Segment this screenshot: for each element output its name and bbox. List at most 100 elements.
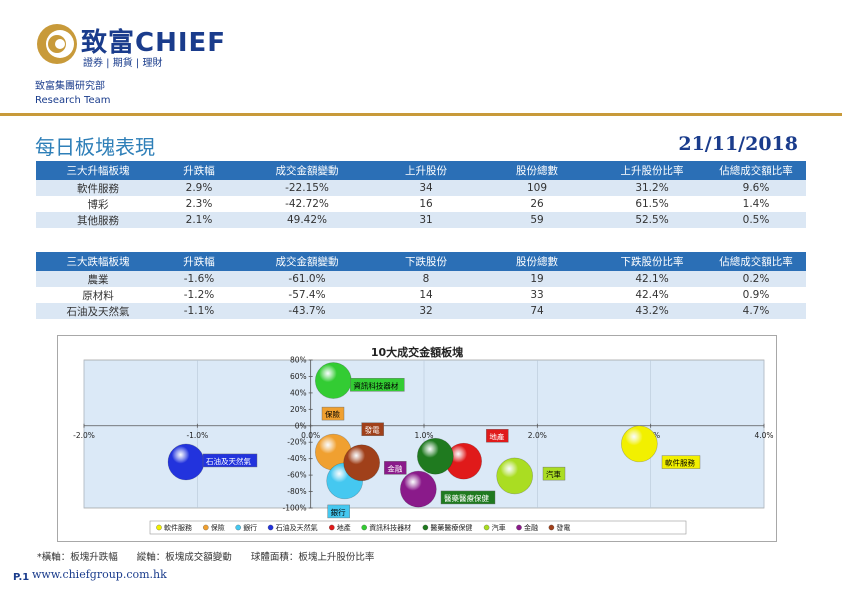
table-cell: 2.9%: [160, 180, 238, 196]
point-label: 軟件服務: [665, 458, 695, 468]
table-cell: 原材料: [36, 287, 160, 303]
bubble-point: [621, 425, 658, 463]
footnote-bubble-size: 球體面積：板塊上升股份比率: [250, 552, 375, 563]
x-tick-label: -2.0%: [73, 431, 95, 440]
y-tick-label: -60%: [287, 471, 306, 480]
table-row: 軟件服務 2.9% -22.15% 34 109 31.2% 9.6%: [36, 180, 806, 196]
brand-logo: 致富CHIEF 證券 | 期貨 | 理財: [35, 22, 255, 69]
point-label-box: [542, 466, 566, 481]
table-cell: 49.42%: [238, 212, 376, 228]
table-cell: 19: [476, 271, 598, 287]
column-header: 股份總數: [476, 252, 598, 271]
table-cell: 0.2%: [706, 271, 806, 287]
table-cell: 14: [376, 287, 476, 303]
table-cell: 31.2%: [598, 180, 706, 196]
bubble-chart: 10大成交金額板塊 -2.0%-1.0%0.0%1.0%2.0%3.0%4.0%…: [57, 335, 777, 542]
point-label-box: [661, 455, 701, 469]
y-tick-label: -80%: [287, 487, 306, 496]
table-cell: 0.5%: [706, 212, 806, 228]
point-label: 金融: [387, 463, 402, 473]
department-english: Research Team: [35, 95, 111, 106]
legend-swatch: [329, 524, 335, 531]
table-cell: 16: [376, 196, 476, 212]
legend-swatch: [361, 524, 367, 531]
bubble-chart-svg: 10大成交金額板塊 -2.0%-1.0%0.0%1.0%2.0%3.0%4.0%…: [73, 345, 774, 535]
table-cell: 農業: [36, 271, 160, 287]
column-header: 上升股份: [376, 161, 476, 180]
legend-entry: 軟件服務: [164, 523, 192, 532]
table-cell: 42.4%: [598, 287, 706, 303]
y-tick-label: 0%: [295, 421, 307, 430]
table-cell: 61.5%: [598, 196, 706, 212]
table-cell: 33: [476, 287, 598, 303]
legend-swatch: [483, 524, 490, 531]
chart-title: 10大成交金額板塊: [371, 345, 463, 359]
x-tick-label: 4.0%: [754, 431, 773, 440]
header-divider: [0, 113, 842, 116]
y-tick-label: 80%: [290, 356, 307, 365]
point-label-box: [321, 406, 345, 421]
column-header: 股份總數: [476, 161, 598, 180]
top-losers-table: 三大跌幅板塊 升跌幅 成交金額變動 下跌股份 股份總數 下跌股份比率 佔總成交額…: [36, 252, 806, 319]
bubble-point: [315, 362, 352, 399]
table-cell: -1.1%: [160, 303, 238, 319]
column-header: 佔總成交額比率: [706, 161, 806, 180]
table-row: 博彩 2.3% -42.72% 16 26 61.5% 1.4%: [36, 196, 806, 212]
table-cell: -57.4%: [238, 287, 376, 303]
point-label: 醫藥醫療保健: [444, 493, 489, 503]
column-header: 下跌股份: [376, 252, 476, 271]
legend-box: [149, 520, 687, 535]
legend-swatch: [548, 524, 555, 531]
table-cell: 43.2%: [598, 303, 706, 319]
legend-entry: 汽車: [492, 523, 506, 532]
logo-swirl-icon: [37, 24, 77, 64]
table-cell: 52.5%: [598, 212, 706, 228]
legend-entry: 石油及天然氣: [276, 523, 318, 532]
table-cell: 博彩: [36, 196, 160, 212]
y-tick-label: 60%: [290, 372, 307, 381]
report-date: 21/11/2018: [678, 133, 798, 155]
x-tick-label: 2.0%: [528, 431, 547, 440]
column-header: 成交金額變動: [238, 252, 376, 271]
table-cell: -1.2%: [160, 287, 238, 303]
table-cell: 59: [476, 212, 598, 228]
table-cell: 109: [476, 180, 598, 196]
table-cell: -61.0%: [238, 271, 376, 287]
table-cell: 4.7%: [706, 303, 806, 319]
point-label-box: [350, 378, 405, 392]
legend-entry: 金融: [524, 523, 538, 532]
bubble-point: [167, 443, 205, 481]
bubble-point: [343, 444, 380, 482]
footnote-x-axis: *橫軸：板塊升跌幅: [37, 552, 118, 563]
table-cell: 74: [476, 303, 598, 319]
page-title: 每日板塊表現: [35, 135, 155, 159]
legend-entry: 保險: [211, 523, 225, 532]
point-label-box: [202, 453, 258, 468]
legend-swatch: [422, 524, 429, 531]
y-tick-label: -100%: [283, 504, 307, 513]
table-cell: 0.9%: [706, 287, 806, 303]
brand-name: 致富CHIEF: [81, 28, 227, 58]
footnote-y-axis: 縱軸：板塊成交額變動: [136, 552, 232, 563]
point-label: 銀行: [331, 507, 346, 517]
y-tick-label: -20%: [287, 438, 306, 447]
table-cell: 42.1%: [598, 271, 706, 287]
table-cell: 9.6%: [706, 180, 806, 196]
legend-swatch: [235, 524, 241, 531]
point-label: 汽車: [546, 469, 561, 479]
legend-swatch: [516, 524, 522, 531]
table-row: 原材料 -1.2% -57.4% 14 33 42.4% 0.9%: [36, 287, 806, 303]
legend-entry: 醫藥醫療保健: [430, 523, 472, 532]
chart-footnote: *橫軸：板塊升跌幅 縱軸：板塊成交額變動 球體面積：板塊上升股份比率: [37, 549, 390, 563]
column-header: 升跌幅: [160, 252, 238, 271]
point-label-box: [384, 461, 407, 475]
website-link[interactable]: www.chiefgroup.com.hk: [32, 568, 167, 581]
y-tick-label: 20%: [290, 405, 307, 414]
x-tick-label: 0.0%: [301, 431, 320, 440]
legend-entry: 地產: [337, 523, 351, 532]
table-cell: 2.3%: [160, 196, 238, 212]
column-header: 成交金額變動: [238, 161, 376, 180]
y-tick-label: 40%: [290, 388, 307, 397]
top-gainers-table: 三大升幅板塊 升跌幅 成交金額變動 上升股份 股份總數 上升股份比率 佔總成交額…: [36, 161, 806, 228]
table-cell: 26: [476, 196, 598, 212]
